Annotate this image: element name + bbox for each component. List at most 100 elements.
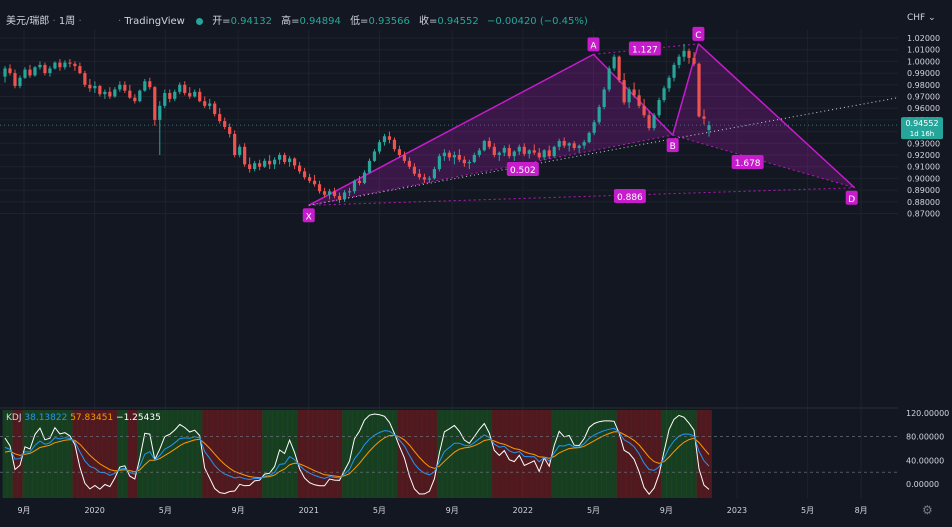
candle-body (597, 107, 601, 123)
kdj-j-line (4, 413, 710, 496)
kdj-band (132, 410, 138, 498)
kdj-name[interactable]: KDJ (6, 413, 22, 423)
kdj-band (676, 410, 682, 498)
candle-body (407, 160, 412, 167)
candle-body (502, 147, 506, 153)
time-tick-label: 9月 (446, 506, 459, 515)
candle-body (3, 68, 7, 77)
kdj-band (172, 410, 178, 498)
kdj-band (536, 410, 543, 498)
kdj-band (92, 410, 98, 498)
market-status-icon (196, 17, 203, 25)
symbol-name[interactable]: 美元/瑞郎 (6, 16, 50, 27)
currency-label: CHF (907, 13, 926, 23)
kdj-band (551, 410, 558, 498)
candle-body (48, 68, 52, 74)
candle-body (657, 100, 661, 116)
kdj-band (416, 410, 423, 498)
candle-body (168, 92, 172, 99)
kdj-band (481, 410, 488, 498)
candle-body (13, 73, 17, 86)
kdj-band (586, 410, 593, 498)
open-value: 0.94132 (230, 16, 272, 27)
currency-selector[interactable]: CHF ⌄ (907, 13, 936, 23)
candle-body (63, 62, 67, 68)
pattern-ratio-line-xb (308, 134, 673, 206)
price-axis[interactable]: 1.02000 1.01000 1.00000 0.99000 0.98000 0.970… (901, 34, 943, 219)
ratio-label-box (731, 155, 764, 170)
kdj-band (661, 410, 667, 498)
candle-body (422, 177, 427, 180)
ratio-label-box (506, 162, 539, 177)
kdj-band (27, 410, 33, 498)
pattern-leg-cd (697, 43, 856, 189)
kdj-band (302, 410, 308, 498)
candle-body (263, 160, 267, 167)
kdj-tick-label: 120.00000 (906, 409, 949, 418)
time-tick-label: 9月 (17, 506, 30, 515)
kdj-band (312, 410, 318, 498)
candle-body (352, 180, 357, 192)
candle-body (342, 192, 347, 200)
time-tick-label: 5月 (587, 506, 600, 515)
kdj-band (267, 410, 273, 498)
candle-body (382, 136, 387, 143)
price-tick-label: 1.01000 (907, 46, 940, 55)
candle-body (697, 63, 701, 117)
kdj-band (576, 410, 583, 498)
kdj-band (681, 410, 687, 498)
provider-label: TradingView (124, 16, 185, 27)
candle-body (417, 173, 422, 178)
candle-body (532, 150, 536, 153)
kdj-band (277, 410, 283, 498)
kdj-band (262, 410, 268, 498)
candle-body (457, 155, 461, 160)
candle-body (143, 81, 147, 91)
kdj-band (571, 410, 578, 498)
price-tick-label: 0.87000 (907, 210, 940, 219)
time-tick-label: 5月 (159, 506, 172, 515)
candle-body (432, 169, 436, 179)
candle-body (642, 105, 646, 116)
candle-body (133, 97, 137, 102)
kdj-band (491, 410, 498, 498)
ratio-label-box (613, 188, 646, 203)
kdj-band (47, 410, 53, 498)
price-tick-label: 1.00000 (907, 57, 940, 66)
candle-body (73, 63, 77, 67)
candle-body (452, 155, 456, 158)
time-tick-label: 2022 (513, 506, 533, 515)
kdj-band (327, 410, 333, 498)
interval-label[interactable]: 1周 (58, 16, 76, 27)
candle-body (33, 67, 37, 76)
time-axis[interactable]: 9月 2020 5月 9月 2021 5月 9月 2022 5月 9月 2023 5月 8月 (17, 506, 867, 515)
gear-icon[interactable]: ⚙ (922, 503, 933, 517)
close-label: 收= (419, 16, 438, 27)
candle-body (58, 62, 62, 68)
kdj-band (112, 410, 118, 498)
kdj-band (62, 410, 68, 498)
candle-body (427, 178, 431, 180)
candle-body (632, 89, 636, 96)
kdj-band (501, 410, 508, 498)
candle-body (123, 84, 127, 91)
price-tick-label: 0.96000 (907, 104, 940, 113)
kdj-band (247, 410, 253, 498)
kdj-band (187, 410, 193, 498)
candle-body (83, 73, 87, 85)
kdj-band (162, 410, 168, 498)
candle-body (652, 115, 656, 129)
candle-body (582, 142, 586, 146)
candle-body (38, 64, 42, 68)
candle-body (297, 165, 302, 172)
kdj-band (317, 410, 323, 498)
kdj-band (37, 410, 43, 498)
kdj-band (691, 410, 697, 498)
candle-body (592, 122, 596, 133)
candle-body (118, 84, 122, 90)
kdj-tick-label: 40.00000 (906, 456, 944, 465)
candle-body (492, 146, 496, 155)
kdj-band (87, 410, 93, 498)
kdj-band (486, 410, 493, 498)
